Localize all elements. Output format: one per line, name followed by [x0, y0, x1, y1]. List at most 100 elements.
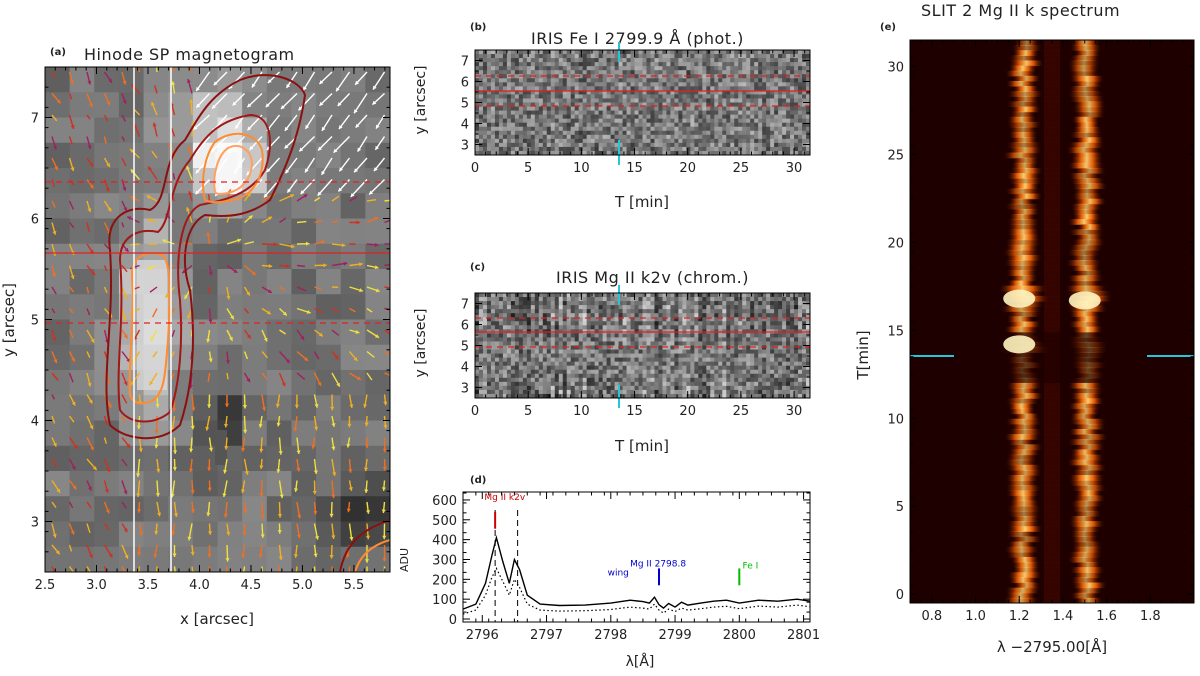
image-pixel	[794, 309, 799, 314]
image-pixel	[778, 150, 783, 155]
field-arrow	[51, 458, 58, 468]
image-pixel	[498, 126, 504, 132]
image-pixel	[606, 114, 612, 120]
image-pixel	[694, 333, 699, 338]
panel-a-cut-label: ADU	[398, 548, 411, 572]
image-pixel	[678, 138, 683, 144]
x-tick-label: 0	[471, 161, 479, 176]
image-pixel	[630, 90, 636, 95]
image-pixel	[530, 293, 536, 298]
image-pixel	[590, 313, 596, 318]
image-pixel	[538, 317, 544, 322]
image-pixel	[754, 86, 759, 91]
image-pixel	[594, 333, 600, 338]
magnetogram-pixel	[217, 319, 243, 346]
field-arrow	[173, 566, 176, 572]
image-pixel	[702, 150, 707, 155]
magnetogram-pixel	[45, 420, 71, 447]
image-pixel	[746, 297, 751, 302]
image-pixel	[750, 78, 755, 83]
image-pixel	[734, 297, 739, 302]
field-arrow-head	[318, 146, 322, 151]
image-pixel	[754, 317, 759, 322]
field-arrow-head	[207, 487, 212, 492]
image-pixel	[670, 325, 675, 330]
field-arrow-head	[355, 329, 360, 334]
field-arrow-head	[151, 101, 155, 106]
image-pixel	[634, 353, 640, 359]
image-pixel	[498, 146, 504, 152]
image-pixel	[790, 118, 795, 124]
image-pixel	[518, 317, 524, 322]
field-arrow	[51, 200, 56, 208]
image-pixel	[774, 321, 779, 326]
image-pixel	[754, 58, 759, 63]
image-pixel	[658, 86, 663, 91]
image-pixel	[706, 54, 711, 59]
image-pixel	[510, 94, 516, 99]
image-pixel	[622, 134, 628, 140]
image-pixel	[710, 301, 715, 306]
magnetogram-pixel	[69, 395, 95, 422]
image-pixel	[730, 66, 735, 71]
image-pixel	[678, 297, 683, 302]
image-pixel	[598, 110, 604, 116]
image-pixel	[626, 341, 632, 346]
image-pixel	[698, 82, 703, 87]
image-pixel	[486, 337, 492, 342]
image-pixel	[722, 317, 727, 322]
image-pixel	[790, 353, 795, 359]
image-pixel	[666, 321, 671, 326]
image-pixel	[498, 349, 504, 355]
image-pixel	[706, 114, 711, 120]
image-pixel	[634, 345, 640, 351]
image-pixel	[482, 122, 488, 128]
image-pixel	[754, 325, 759, 330]
image-pixel	[806, 142, 810, 148]
image-pixel	[754, 321, 759, 326]
image-pixel	[774, 353, 779, 359]
field-arrow-head	[382, 580, 386, 583]
image-pixel	[558, 309, 564, 314]
field-arrow-head	[89, 162, 94, 167]
image-pixel	[506, 86, 512, 91]
image-pixel	[562, 134, 568, 140]
image-pixel	[794, 106, 799, 112]
image-pixel	[638, 54, 643, 59]
image-pixel	[586, 126, 592, 132]
image-pixel	[614, 122, 620, 128]
image-pixel	[562, 122, 568, 128]
image-pixel	[726, 114, 731, 120]
image-pixel	[726, 313, 731, 318]
image-pixel	[562, 82, 568, 87]
image-pixel	[782, 110, 787, 116]
image-pixel	[662, 70, 667, 75]
image-pixel	[514, 118, 520, 124]
image-pixel	[526, 341, 532, 346]
image-pixel	[666, 130, 671, 136]
image-pixel	[650, 345, 655, 351]
image-pixel	[778, 62, 783, 67]
image-pixel	[546, 321, 552, 326]
image-pixel	[782, 86, 787, 91]
image-pixel	[602, 134, 608, 140]
field-arrow-head	[259, 448, 264, 453]
image-pixel	[798, 122, 803, 128]
image-pixel	[714, 70, 719, 75]
field-arrow	[208, 566, 211, 572]
image-pixel	[646, 333, 651, 338]
field-arrow-head	[273, 242, 278, 247]
image-pixel	[494, 142, 500, 148]
image-pixel	[790, 122, 795, 128]
image-pixel	[754, 66, 759, 71]
image-pixel	[514, 301, 520, 306]
magnetogram-pixel	[242, 218, 268, 245]
image-pixel	[666, 62, 671, 67]
image-pixel	[490, 337, 496, 342]
image-pixel	[774, 110, 779, 116]
field-arrow-head	[264, 193, 268, 198]
image-pixel	[478, 138, 484, 144]
magnetogram-pixel	[316, 168, 342, 194]
image-pixel	[674, 118, 679, 124]
